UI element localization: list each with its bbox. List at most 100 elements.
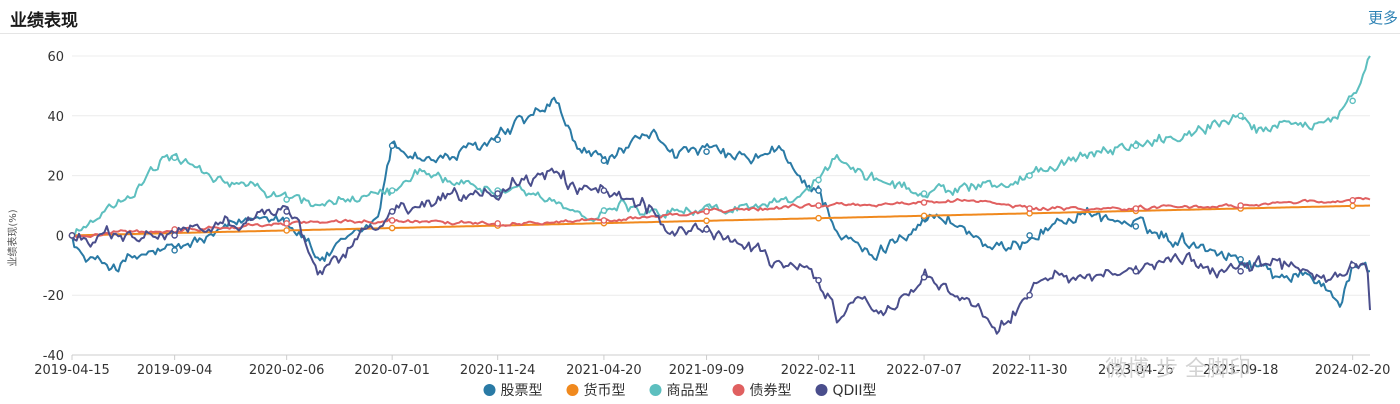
series-marker <box>494 136 501 144</box>
x-tick-label: 2023-09-18 <box>1203 363 1279 378</box>
y-tick-label: 0 <box>56 229 64 244</box>
series-marker <box>1349 202 1356 210</box>
series-marker <box>494 220 501 227</box>
series-marker <box>1237 112 1244 120</box>
series-marker <box>283 208 290 215</box>
legend-swatch <box>566 384 579 396</box>
y-tick-label: -40 <box>43 349 64 364</box>
y-tick-label: 60 <box>47 50 64 65</box>
series-marker <box>815 214 822 222</box>
series-lines <box>68 55 1371 335</box>
x-tick-label: 2021-09-09 <box>669 363 745 378</box>
x-tick-label: 2022-07-07 <box>886 363 962 378</box>
series-marker <box>388 208 396 215</box>
x-tick-label: 2022-02-11 <box>781 363 857 378</box>
series-marker <box>171 232 178 239</box>
legend-label: 商品型 <box>667 383 709 399</box>
series-marker <box>1237 267 1244 275</box>
series-marker <box>920 273 928 281</box>
series-marker <box>283 196 290 203</box>
series-marker <box>1349 197 1356 204</box>
series-marker <box>815 176 822 184</box>
series-marker <box>283 220 290 227</box>
series-marker <box>1026 291 1033 299</box>
series-marker <box>1349 97 1356 105</box>
legend-swatch <box>649 384 662 396</box>
x-axis: 2019-04-15 2019-09-04 2020-02-06 2020-07-01… <box>34 355 1390 378</box>
watermark: 微博 步 全脚印 <box>1105 357 1251 382</box>
series-marker <box>171 154 178 161</box>
series-marker <box>1026 172 1033 179</box>
series-marker <box>600 207 608 214</box>
performance-chart: -40 -20 0 20 40 60 2019-04-15 2019-09-04 2020-0… <box>6 50 1390 399</box>
legend-item-1[interactable]: 货币型 <box>566 382 626 399</box>
series-marker <box>1237 202 1244 209</box>
x-tick-label: 2022-11-30 <box>992 363 1068 378</box>
series-marker <box>815 187 822 194</box>
series-marker <box>600 157 608 164</box>
series-marker <box>703 148 710 155</box>
legend-item-0[interactable]: 股票型 <box>483 383 543 399</box>
x-tick-label: 2024-02-20 <box>1315 363 1391 378</box>
series-marker <box>1132 205 1140 212</box>
x-tick-label: 2021-04-20 <box>566 363 642 378</box>
series-markers-3 <box>68 197 1356 239</box>
y-tick-label: 40 <box>47 110 64 125</box>
legend-item-4[interactable]: QDII型 <box>815 383 877 399</box>
series-marker <box>600 187 608 194</box>
series-marker <box>1026 205 1033 212</box>
series-markers-0 <box>68 136 1356 269</box>
x-tick-label: 2019-09-04 <box>137 363 213 378</box>
legend-label: 债券型 <box>750 383 792 399</box>
legend-label: QDII型 <box>833 383 877 399</box>
legend[interactable]: 股票型 货币型 商品型 债券型 QDII型 <box>483 382 877 399</box>
series-marker <box>600 217 608 224</box>
series-marker <box>388 187 396 194</box>
series-marker <box>703 208 710 215</box>
series-marker <box>703 217 710 225</box>
legend-label: 股票型 <box>501 383 543 399</box>
series-marker <box>1132 223 1140 230</box>
legend-item-3[interactable]: 债券型 <box>732 383 792 399</box>
series-marker <box>815 276 822 284</box>
x-tick-label: 2020-02-06 <box>249 363 325 378</box>
grid-lines <box>72 55 1370 356</box>
series-markers-4 <box>68 187 1356 299</box>
series-marker <box>1349 261 1356 269</box>
series-marker <box>1132 142 1140 149</box>
legend-label: 货币型 <box>584 382 626 399</box>
series-marker <box>920 190 928 197</box>
series-marker <box>1237 256 1244 263</box>
header-divider <box>0 33 1400 34</box>
series-marker <box>283 227 290 234</box>
x-tick-label: 2023-04-26 <box>1098 363 1174 378</box>
series-marker <box>171 247 178 254</box>
series-marker <box>388 142 396 149</box>
x-tick-label: 2020-07-01 <box>354 363 430 378</box>
legend-swatch <box>483 384 496 396</box>
y-tick-label: 20 <box>47 170 64 185</box>
series-marker <box>920 199 928 206</box>
legend-swatch <box>815 384 828 396</box>
series-marker <box>388 224 396 232</box>
x-tick-label: 2019-04-15 <box>34 363 110 378</box>
series-marker <box>815 202 822 209</box>
series-line-0 <box>71 96 1371 308</box>
series-marker <box>703 226 710 233</box>
series-marker <box>388 217 396 224</box>
y-tick-label: -20 <box>43 289 64 304</box>
x-tick-label: 2020-11-24 <box>460 363 536 378</box>
section-title: 业绩表现 <box>10 11 78 31</box>
y-axis: -40 -20 0 20 40 60 <box>43 50 64 364</box>
legend-swatch <box>732 384 745 396</box>
series-line-4 <box>71 167 1371 335</box>
y-axis-label: 业绩表现(%) <box>6 209 19 266</box>
series-marker <box>1026 232 1033 239</box>
section-header: 业绩表现 更多 <box>0 0 1400 34</box>
series-marker <box>1132 267 1140 275</box>
more-link[interactable]: 更多 <box>1367 9 1398 27</box>
series-marker <box>494 190 501 197</box>
legend-item-2[interactable]: 商品型 <box>649 383 709 399</box>
series-marker <box>920 212 928 220</box>
series-marker <box>68 232 76 239</box>
